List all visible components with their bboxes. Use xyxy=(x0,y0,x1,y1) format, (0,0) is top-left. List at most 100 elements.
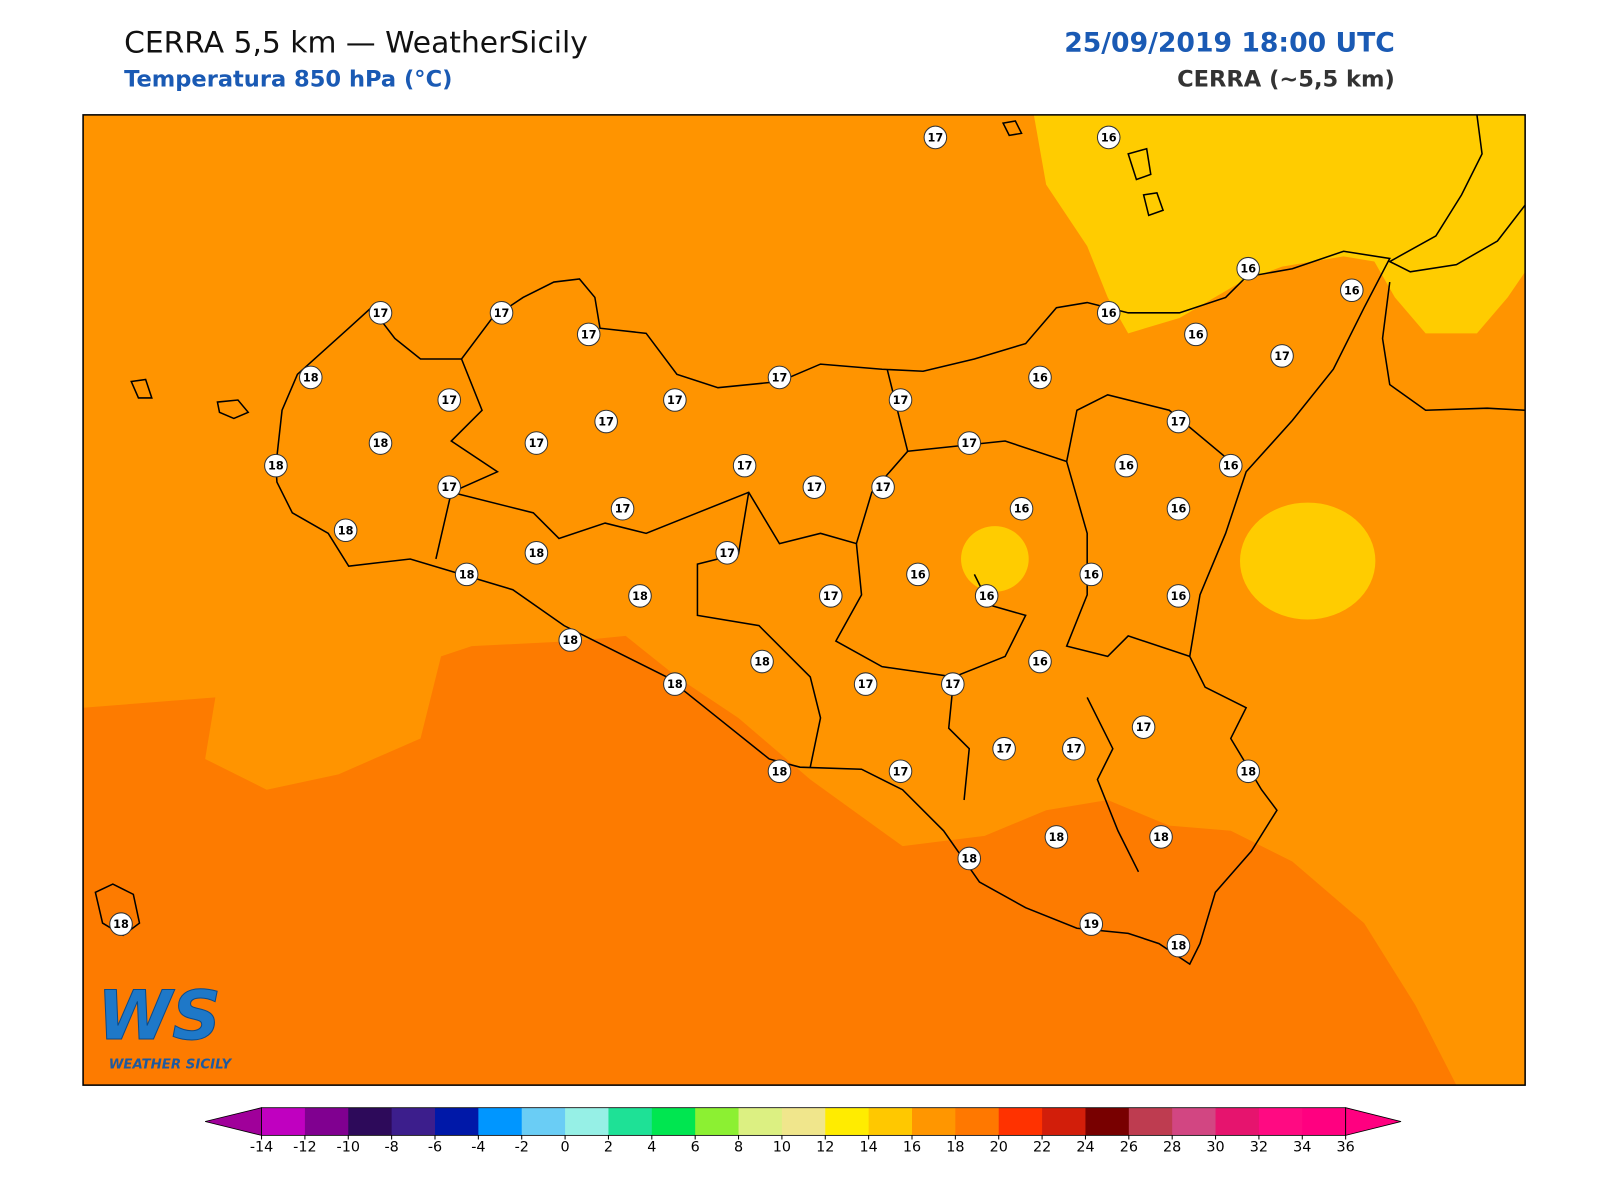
station-marker xyxy=(1009,496,1034,521)
station-marker xyxy=(109,912,133,936)
station-marker xyxy=(906,562,930,587)
station-marker xyxy=(767,759,792,784)
colorbar-bin xyxy=(304,1107,349,1136)
station-value: 18 xyxy=(772,765,788,778)
station-value: 16 xyxy=(1032,656,1048,669)
station-value: 16 xyxy=(979,590,995,603)
colorbar-bin xyxy=(1172,1107,1217,1136)
field-14-16 xyxy=(1240,502,1376,620)
station-marker xyxy=(1218,453,1243,478)
model: CERRA (~5,5 km) xyxy=(1177,67,1395,93)
station-value: 16 xyxy=(1101,307,1117,320)
logo-caption: WEATHER SICILY xyxy=(109,1058,233,1073)
colorbar-tick-label: 6 xyxy=(691,1140,700,1156)
station-marker xyxy=(1166,496,1191,521)
province-border xyxy=(947,676,971,801)
station-marker xyxy=(1166,933,1191,958)
date: 25/09/2019 18:00 UTC xyxy=(1064,28,1395,59)
station-value: 16 xyxy=(1118,460,1134,473)
colorbar-tick-label: 32 xyxy=(1250,1140,1268,1156)
station-marker xyxy=(853,672,878,696)
station-marker xyxy=(1131,715,1156,739)
station-marker xyxy=(715,541,739,565)
colorbar-tick-label: 18 xyxy=(946,1140,964,1156)
calabria-coast xyxy=(1381,281,1526,412)
station-marker xyxy=(1236,759,1260,784)
station-value: 17 xyxy=(858,678,874,691)
colorbar-bin xyxy=(348,1107,393,1136)
colorbar-bin xyxy=(1258,1107,1303,1136)
station-value: 17 xyxy=(996,743,1012,756)
station-value: 18 xyxy=(632,590,648,603)
island xyxy=(1142,191,1165,217)
station-marker xyxy=(1166,584,1191,608)
island xyxy=(1001,120,1023,137)
station-value: 18 xyxy=(338,524,354,537)
colorbar-tick-label: -4 xyxy=(471,1140,485,1156)
station-value: 17 xyxy=(1171,416,1187,429)
island xyxy=(216,399,250,420)
station-marker xyxy=(957,846,982,871)
colorbar-tick-label: -6 xyxy=(428,1140,442,1156)
colorbar-bin xyxy=(608,1107,653,1136)
station-value: 17 xyxy=(581,328,597,341)
station-value: 18 xyxy=(303,371,319,384)
subtitle: Temperatura 850 hPa (°C) xyxy=(124,67,452,93)
station-value: 18 xyxy=(961,852,977,865)
station-marker xyxy=(1079,562,1104,587)
island xyxy=(94,883,141,937)
province-border xyxy=(1086,697,1140,873)
colorbar-tick-label: -8 xyxy=(384,1140,398,1156)
station-marker xyxy=(264,453,288,478)
station-marker xyxy=(1270,344,1294,368)
station-marker xyxy=(888,759,913,784)
province-border xyxy=(435,358,500,560)
logo: WS WEATHER SICILY xyxy=(97,976,233,1073)
colorbar-tick-label: 28 xyxy=(1163,1140,1181,1156)
colorbar-bin xyxy=(1085,1107,1130,1136)
station-marker xyxy=(974,584,999,608)
station-marker xyxy=(368,431,393,455)
station-marker xyxy=(732,453,757,478)
station-value: 18 xyxy=(754,656,770,669)
station-marker xyxy=(1236,256,1260,281)
station-marker xyxy=(1096,301,1121,325)
colorbar-tick-label: 12 xyxy=(816,1140,834,1156)
colorbar-over xyxy=(1345,1107,1402,1136)
station-value: 18 xyxy=(1153,831,1169,844)
island xyxy=(130,378,153,399)
station-value: 16 xyxy=(1101,131,1117,144)
station-value: 17 xyxy=(667,394,683,407)
station-value: 18 xyxy=(1049,831,1065,844)
station-marker xyxy=(663,388,687,412)
calabria-coast xyxy=(1388,114,1526,273)
colorbar-bin xyxy=(955,1107,1000,1136)
colorbar-tick-label: 36 xyxy=(1337,1140,1355,1156)
station-value: 16 xyxy=(1344,284,1360,297)
colorbar-tick-label: -10 xyxy=(337,1140,360,1156)
colorbar-tick-label: 0 xyxy=(561,1140,570,1156)
station-marker xyxy=(767,365,792,390)
colorbar-tick-label: 16 xyxy=(903,1140,921,1156)
station-value: 17 xyxy=(1066,743,1082,756)
station-marker xyxy=(1044,825,1069,849)
station-value: 17 xyxy=(961,437,977,450)
colorbar-bin xyxy=(1215,1107,1260,1136)
station-value: 17 xyxy=(893,394,909,407)
station-value: 17 xyxy=(441,481,457,494)
stations: 17 16 16 16 17 17 17 16 16 17 18 17 16 17 17 17 18 17 17 17… xyxy=(109,125,1364,958)
station-marker xyxy=(524,431,549,455)
station-value: 18 xyxy=(667,678,683,691)
colorbar-tick-label: 24 xyxy=(1076,1140,1094,1156)
colorbar-tick-label: 2 xyxy=(604,1140,613,1156)
colorbar-tick-label: 22 xyxy=(1033,1140,1051,1156)
station-value: 17 xyxy=(615,503,631,516)
colorbar-tick-label: -14 xyxy=(250,1140,273,1156)
station-value: 17 xyxy=(875,481,891,494)
field-14-16 xyxy=(961,526,1029,592)
station-marker xyxy=(1149,825,1173,849)
station-marker xyxy=(454,562,479,587)
station-value: 16 xyxy=(1240,263,1256,276)
colorbar-tick-label: 26 xyxy=(1120,1140,1138,1156)
